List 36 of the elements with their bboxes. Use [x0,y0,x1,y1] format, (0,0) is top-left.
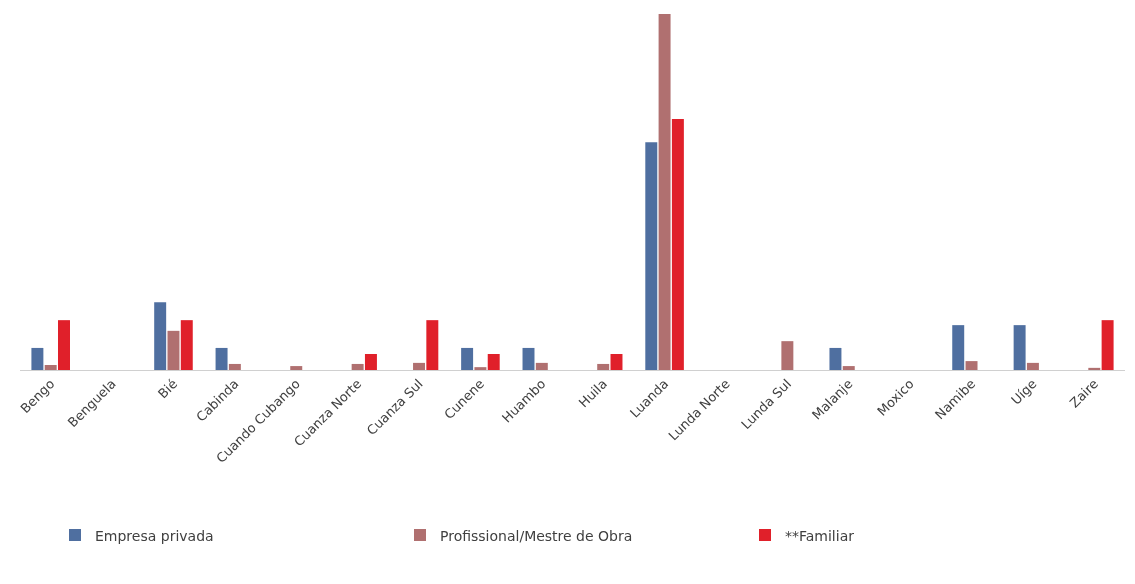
bar [781,341,794,370]
bar [58,320,70,370]
bar [426,320,439,370]
bar [597,363,610,370]
bar [180,320,193,370]
bar [474,367,487,370]
legend-label: Empresa privada [95,527,214,544]
bar [658,14,671,370]
bar [671,119,684,370]
bar [952,325,965,370]
bar [645,142,658,370]
bar [610,353,623,370]
bar [1088,367,1101,370]
bar [535,362,548,370]
bar [1101,320,1114,370]
bar [154,302,167,370]
legend-label: Profissional/Mestre de Obra [440,527,633,544]
bar [1026,362,1039,370]
bar [364,353,377,370]
bar [215,347,228,370]
bar [487,353,500,370]
bar [522,347,535,370]
bar [413,362,426,370]
bar [31,347,44,370]
bar [44,365,57,370]
bar [351,363,364,370]
bar [167,330,180,370]
bar [965,361,978,370]
bar [228,363,241,370]
bar [1013,325,1026,370]
bar [842,366,855,370]
x-tick-label: Bié [155,376,181,402]
bar [461,347,474,370]
bar [829,347,842,370]
legend-label: **Familiar [785,527,855,544]
bar [290,366,303,370]
